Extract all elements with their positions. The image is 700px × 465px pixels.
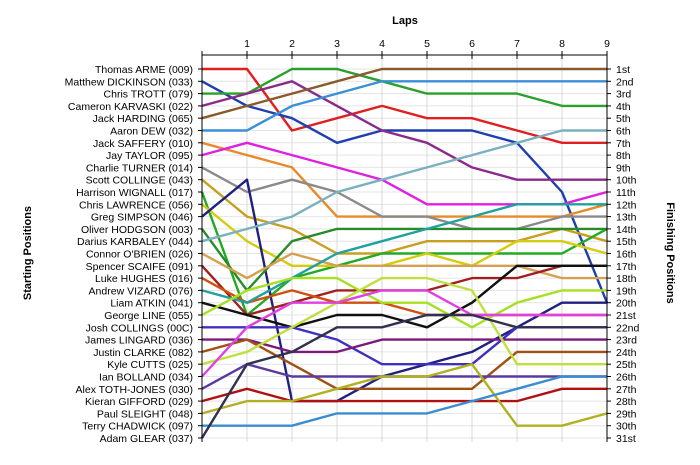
series-line-2 [201, 80, 609, 304]
finishing-position-label: 31st [616, 433, 636, 445]
starting-position-label: Connor O'BRIEN (026) [86, 249, 193, 261]
series-line-25 [201, 276, 607, 366]
starting-position-label: Liam ATKIN (041) [110, 298, 193, 310]
finishing-position-label: 2nd [616, 76, 634, 88]
finishing-position-label: 15th [616, 236, 637, 248]
finishing-position-label: 26th [616, 372, 637, 384]
x-tick-label: 7 [514, 38, 520, 50]
starting-position-label: Darius KARBALEY (044) [77, 236, 193, 248]
series-line-21 [201, 276, 607, 329]
starting-position-label: Matthew DICKINSON (033) [65, 76, 193, 88]
x-tick-label: 8 [559, 38, 565, 50]
starting-position-label: Oliver HODGSON (003) [81, 224, 193, 236]
starting-position-label: Ian BOLLAND (034) [99, 372, 193, 384]
x-tick-label: 2 [289, 38, 295, 50]
starting-position-label: Spencer SCAIFE (091) [86, 261, 193, 273]
series-line-24 [201, 338, 607, 390]
starting-position-label: Adam GLEAR (037) [100, 433, 193, 445]
finishing-position-label: 10th [616, 175, 637, 187]
x-tick-label: 6 [469, 38, 475, 50]
starting-position-label: Alex TOTH-JONES (030) [76, 384, 193, 396]
x-tick-label: 4 [379, 38, 385, 50]
starting-position-label: Cameron KARVASKI (022) [68, 101, 193, 113]
finishing-position-label: 4th [616, 101, 631, 113]
finishing-position-label: 30th [616, 421, 637, 433]
series-line-23 [202, 338, 607, 354]
series-line-30 [202, 375, 607, 427]
series-line-3 [202, 67, 607, 108]
starting-position-label: Justin CLARKE (082) [93, 347, 193, 359]
starting-position-label: Josh COLLINGS (00C) [86, 322, 193, 334]
starting-position-label: James LINGARD (036) [85, 335, 193, 347]
finishing-position-label: 5th [616, 113, 631, 125]
finishing-position-label: 3rd [616, 89, 631, 101]
starting-position-label: Paul SLEIGHT (048) [97, 408, 193, 420]
starting-position-label: Jay TAYLOR (095) [106, 150, 193, 162]
finishing-position-label: 13th [616, 212, 637, 224]
y-axis-title-right: Finishing Positions [664, 202, 676, 303]
finishing-position-label: 6th [616, 126, 631, 138]
finishing-position-label: 27th [616, 384, 637, 396]
series-line-12 [201, 203, 608, 267]
finishing-position-label: 20th [616, 298, 637, 310]
finishing-position-label: 17th [616, 261, 637, 273]
finishing-position-label: 1st [616, 64, 630, 76]
series-line-28 [201, 387, 607, 403]
finishing-position-label: 29th [616, 408, 637, 420]
finishing-position-label: 12th [616, 199, 637, 211]
starting-position-label: Jack HARDING (065) [93, 113, 193, 125]
series-line-26 [201, 289, 607, 378]
finishing-position-label: 18th [616, 273, 637, 285]
starting-position-label: Harrison WIGNALL (017) [76, 187, 193, 199]
starting-position-label: Luke HUGHES (016) [95, 273, 193, 285]
series-line-31 [200, 313, 607, 439]
starting-position-label: Terry CHADWICK (097) [82, 421, 193, 433]
finishing-position-label: 19th [616, 285, 637, 297]
starting-position-label: Chris TROTT (079) [104, 89, 193, 101]
series-line-15 [201, 129, 607, 243]
x-tick-label: 5 [424, 38, 430, 50]
finishing-position-label: 21st [616, 310, 636, 322]
series-lines [200, 67, 609, 439]
series-line-4 [201, 80, 607, 181]
series-line-5 [201, 67, 607, 120]
series-line-6 [202, 80, 607, 132]
x-tick-label: 9 [604, 38, 610, 50]
plot-frame [198, 51, 611, 442]
starting-position-label: Scott COLLINGE (043) [86, 175, 193, 187]
starting-position-label: Charlie TURNER (014) [86, 162, 193, 174]
starting-position-label: Jack SAFFERY (010) [93, 138, 193, 150]
finishing-position-label: 22nd [616, 322, 640, 334]
starting-position-label: Aaron DEW (032) [110, 126, 193, 138]
finishing-position-label: 11th [616, 187, 636, 199]
finishing-position-label: 14th [616, 224, 637, 236]
x-axis-title: Laps [392, 15, 418, 27]
y-axis-title-left: Starting Positions [22, 206, 34, 300]
starting-position-label: Chris LAWRENCE (056) [79, 199, 193, 211]
finishing-position-label: 28th [616, 396, 637, 408]
finishing-position-label: 8th [616, 150, 631, 162]
starting-position-label: Kieran GIFFORD (029) [85, 396, 193, 408]
labels: 1 2 3 4 5 6 7 8 9 Thomas ARME (009)Matthew DICKIN… [65, 38, 640, 445]
starting-position-label: Greg SIMPSON (046) [91, 212, 193, 224]
series-line-19 [201, 203, 607, 304]
finishing-position-label: 9th [616, 162, 631, 174]
x-tick-label: 3 [334, 38, 340, 50]
series-line-9 [201, 166, 607, 231]
starting-position-label: Andrew VIZARD (076) [89, 285, 193, 297]
starting-position-label: George LINE (055) [104, 310, 193, 322]
starting-position-label: Thomas ARME (009) [95, 64, 193, 76]
finishing-position-label: 23rd [616, 335, 637, 347]
starting-position-label: Kyle CUTTS (025) [107, 359, 193, 371]
finishing-position-label: 7th [616, 138, 631, 150]
finishing-position-label: 25th [616, 359, 637, 371]
finishing-position-label: 24th [616, 347, 637, 359]
series-line-29 [201, 363, 608, 427]
finishing-position-label: 16th [616, 249, 637, 261]
x-tick-label: 1 [244, 38, 250, 50]
